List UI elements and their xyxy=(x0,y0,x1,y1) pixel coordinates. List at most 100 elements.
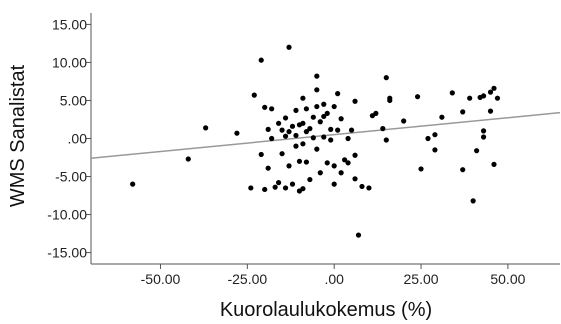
data-point xyxy=(282,133,289,139)
data-point xyxy=(258,57,264,63)
y-tick-label: -10.00 xyxy=(47,207,87,223)
data-point xyxy=(300,141,306,147)
x-tick-label: 25.00 xyxy=(404,271,439,287)
data-point xyxy=(342,157,348,163)
data-point xyxy=(352,98,358,104)
x-tick-label: .00 xyxy=(324,271,344,287)
data-point xyxy=(265,165,271,171)
y-tick-label: 10.00 xyxy=(52,54,87,70)
data-point xyxy=(300,120,306,126)
data-point xyxy=(335,127,341,133)
data-point xyxy=(286,163,292,169)
data-point xyxy=(331,181,337,187)
y-tick-label: -15.00 xyxy=(47,245,87,261)
data-point xyxy=(293,132,299,139)
x-tick-label: -25.00 xyxy=(227,271,267,287)
data-point xyxy=(276,180,282,186)
data-point xyxy=(491,85,497,91)
point-group xyxy=(130,44,501,238)
data-point xyxy=(460,167,466,173)
data-point xyxy=(262,186,268,193)
data-point xyxy=(314,146,320,152)
data-point xyxy=(345,160,351,166)
data-point xyxy=(338,116,344,122)
data-point xyxy=(328,137,334,143)
data-point xyxy=(480,93,487,99)
data-point xyxy=(286,44,292,50)
data-point xyxy=(383,75,389,81)
x-tick-group: -50.00 -25.00 .00 25.00 50.00 xyxy=(141,264,526,287)
data-point xyxy=(282,115,289,121)
data-point xyxy=(303,129,309,135)
data-point xyxy=(300,95,306,101)
data-point xyxy=(373,110,379,116)
data-point xyxy=(328,126,334,132)
data-point xyxy=(480,134,487,140)
y-tick-group: 15.00 10.00 5.00 .00 -5.00 -10.00 -15.00 xyxy=(47,16,91,261)
data-point xyxy=(234,130,240,136)
data-point xyxy=(387,95,393,101)
data-point xyxy=(314,73,320,79)
data-point xyxy=(317,119,323,125)
data-point xyxy=(310,114,316,120)
data-point xyxy=(352,152,358,158)
data-point xyxy=(324,110,330,116)
y-tick-label: .00 xyxy=(68,131,88,147)
y-tick-label: 5.00 xyxy=(60,92,87,108)
data-point xyxy=(282,185,289,191)
data-point xyxy=(303,159,309,165)
data-point xyxy=(470,198,476,204)
data-point xyxy=(300,186,306,192)
data-point xyxy=(248,185,254,191)
data-point xyxy=(474,148,480,154)
data-point xyxy=(203,125,209,131)
data-point xyxy=(355,232,362,238)
data-point xyxy=(269,135,275,142)
x-tick-label: -50.00 xyxy=(141,271,181,287)
data-point xyxy=(286,129,292,135)
data-point xyxy=(352,176,358,182)
data-point xyxy=(449,90,455,96)
data-point xyxy=(317,170,323,176)
data-point xyxy=(480,128,487,134)
data-point xyxy=(401,118,407,124)
data-point xyxy=(265,126,271,132)
data-point xyxy=(335,91,341,97)
data-point xyxy=(324,160,330,166)
data-point xyxy=(383,137,389,143)
data-point xyxy=(307,126,313,132)
data-point xyxy=(293,143,299,149)
data-point xyxy=(331,163,337,169)
data-point xyxy=(321,101,327,107)
data-point xyxy=(439,114,445,120)
data-point xyxy=(262,104,268,110)
data-point xyxy=(487,89,494,95)
y-axis-label: WMS Sanalistat xyxy=(7,64,29,207)
data-point xyxy=(321,134,327,140)
data-point xyxy=(314,87,320,93)
data-point xyxy=(467,95,473,101)
data-point xyxy=(414,94,421,100)
data-point xyxy=(491,161,497,167)
data-point xyxy=(321,113,327,120)
data-point xyxy=(279,151,285,157)
data-point xyxy=(432,147,438,153)
data-point xyxy=(432,132,438,138)
y-tick-label: -5.00 xyxy=(55,169,87,185)
data-point xyxy=(338,170,344,176)
data-point xyxy=(345,135,351,142)
x-tick-label: 50.00 xyxy=(490,271,525,287)
data-point xyxy=(293,107,299,113)
data-point xyxy=(487,108,494,114)
data-point xyxy=(348,127,355,133)
data-point xyxy=(289,123,296,129)
data-point xyxy=(130,181,136,187)
data-point xyxy=(418,166,424,172)
data-point xyxy=(303,106,309,112)
data-point xyxy=(269,106,275,112)
data-point xyxy=(425,135,431,142)
data-point xyxy=(359,183,365,190)
data-point xyxy=(276,120,282,126)
data-point xyxy=(272,184,278,190)
